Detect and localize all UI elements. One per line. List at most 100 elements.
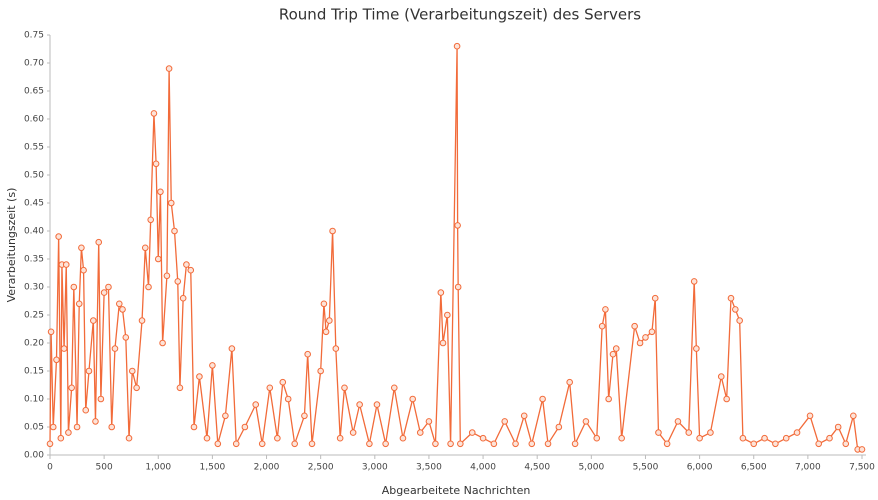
x-tick-label: 500 — [96, 463, 113, 473]
data-point — [457, 440, 464, 448]
data-point — [850, 412, 857, 420]
data-point — [85, 367, 93, 375]
data-point — [329, 227, 336, 235]
data-point — [317, 367, 324, 375]
data-point — [717, 373, 725, 380]
data-point — [772, 440, 779, 448]
data-point — [332, 345, 340, 352]
data-point — [111, 345, 119, 352]
data-point — [631, 322, 638, 330]
data-point — [167, 199, 175, 207]
data-point — [612, 345, 620, 352]
y-tick-label: 0.50 — [24, 171, 44, 181]
data-point — [437, 289, 445, 296]
data-point — [150, 110, 158, 117]
data-point — [291, 440, 298, 448]
data-point — [62, 261, 70, 268]
data-point — [582, 418, 590, 425]
data-point — [165, 65, 173, 72]
data-point — [761, 434, 768, 442]
data-point — [190, 423, 198, 431]
data-point — [171, 227, 178, 235]
data-point — [453, 42, 461, 50]
data-point — [176, 384, 184, 392]
data-point — [57, 434, 65, 442]
data-point — [454, 222, 461, 229]
data-point — [108, 423, 116, 431]
data-point — [70, 283, 78, 291]
data-point — [732, 306, 739, 313]
data-point — [97, 395, 105, 403]
y-tick-label: 0.35 — [24, 255, 44, 265]
y-tick-label: 0.45 — [24, 199, 44, 209]
y-tick-label: 0.70 — [24, 59, 44, 69]
x-tick-label: 6,500 — [741, 463, 767, 473]
data-point — [183, 261, 190, 268]
y-tick-label: 0.30 — [24, 283, 44, 293]
data-point — [68, 384, 75, 392]
x-tick-label: 7,000 — [795, 463, 821, 473]
data-point — [214, 440, 222, 448]
y-axis-label: Verarbeitungszeit (s) — [5, 188, 18, 303]
data-point — [416, 429, 424, 436]
y-tick-label: 0.00 — [24, 451, 44, 461]
data-point — [782, 434, 790, 442]
data-point — [651, 294, 659, 302]
data-point — [46, 440, 54, 448]
data-point — [100, 289, 108, 296]
x-tick-label: 6,000 — [687, 463, 713, 473]
data-point — [444, 311, 451, 319]
data-point — [80, 266, 87, 274]
y-tick-label: 0.40 — [24, 227, 44, 237]
data-point — [53, 356, 60, 364]
data-point — [196, 373, 203, 380]
data-point — [373, 401, 381, 408]
data-point — [145, 283, 152, 291]
x-tick-label: 2,500 — [308, 463, 334, 473]
data-point — [409, 395, 416, 403]
y-tick-label: 0.60 — [24, 115, 44, 125]
x-tick-label: 5,000 — [578, 463, 604, 473]
data-point — [544, 440, 552, 448]
x-tick-label: 3,000 — [362, 463, 388, 473]
data-point — [115, 300, 123, 308]
data-point — [382, 440, 389, 448]
chart-title: Round Trip Time (Verarbeitungszeit) des … — [279, 6, 641, 24]
data-point — [834, 423, 842, 431]
data-point — [274, 434, 281, 442]
data-point — [65, 429, 72, 436]
x-tick-label: 1,500 — [200, 463, 226, 473]
data-point — [82, 406, 90, 414]
data-point — [320, 300, 328, 308]
data-point — [349, 429, 357, 436]
data-point — [642, 334, 649, 341]
data-point — [73, 423, 81, 431]
data-point — [90, 317, 97, 324]
data-point — [75, 300, 83, 308]
data-point — [793, 429, 801, 436]
data-point — [693, 345, 700, 352]
data-point — [55, 233, 62, 240]
data-point — [736, 317, 743, 324]
data-point — [125, 434, 133, 442]
data-point — [636, 339, 644, 347]
data-point — [157, 188, 164, 196]
y-tick-label: 0.15 — [24, 367, 44, 377]
data-point — [858, 446, 866, 453]
data-point — [322, 328, 330, 336]
data-point — [154, 255, 162, 263]
data-point — [266, 384, 274, 392]
data-point — [366, 440, 373, 448]
y-tick-label: 0.55 — [24, 143, 44, 153]
data-point — [609, 350, 617, 358]
data-point — [815, 440, 822, 448]
data-point — [571, 440, 579, 448]
data-point — [685, 429, 693, 436]
data-point — [723, 395, 730, 403]
data-point — [826, 434, 833, 442]
x-tick-label: 5,500 — [633, 463, 659, 473]
data-point — [209, 362, 216, 369]
data-point — [141, 244, 149, 252]
data-point — [674, 418, 682, 425]
data-point — [528, 440, 536, 448]
